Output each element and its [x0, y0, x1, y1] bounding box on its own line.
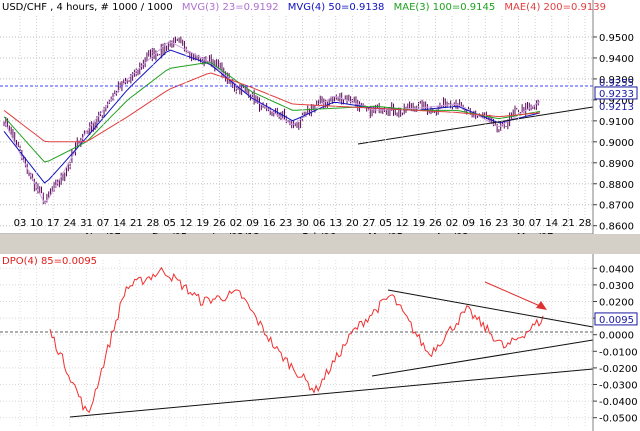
mae4-label: MAE(4) 200=0.9139 — [504, 2, 606, 13]
dpo-lower-trendline-2 — [69, 368, 594, 418]
date-tick-label: 20 — [346, 218, 359, 229]
price-tick-label: 0.9100 — [599, 117, 634, 128]
date-tick-label: 09 — [462, 218, 475, 229]
date-tick-label: 13 — [329, 218, 342, 229]
dpo-tick-label: -0.0200 — [599, 364, 638, 375]
dpo-tick-label: -0.0400 — [599, 397, 638, 408]
month-label: Mar/05 — [368, 232, 403, 234]
date-tick-label: 12 — [396, 218, 409, 229]
price-axis: 0.9500 0.9400 0.9300 0.9200 0.9100 0.9000 0.89… — [592, 0, 638, 234]
date-tick-label: 19 — [196, 218, 209, 229]
date-tick-label: 07 — [529, 218, 542, 229]
date-tick-label: 09 — [246, 218, 259, 229]
ma-line-0 — [3, 41, 541, 205]
price-tick-label: 0.9200 — [599, 96, 634, 107]
dpo-grid — [0, 260, 593, 426]
price-tick-label: 0.8600 — [599, 222, 634, 233]
date-tick-label: 14 — [113, 218, 126, 229]
dpo-tick-label: 0.0400 — [599, 264, 634, 275]
panel-separator[interactable] — [0, 234, 640, 254]
date-tick-label: 12 — [180, 218, 193, 229]
date-tick-label: 23 — [496, 218, 509, 229]
dpo-arrow-shaft — [484, 281, 541, 307]
date-tick-label: 27 — [363, 218, 376, 229]
current-dpo-tag: 0.0095 — [599, 315, 634, 326]
dpo-arrow-head — [536, 301, 547, 310]
dpo-chart: 0.04000.03000.02000.01000.0000-0.0100-0.… — [0, 254, 638, 431]
date-tick-label: 31 — [80, 218, 93, 229]
dpo-upper-trendline — [387, 289, 594, 328]
date-tick-label: 28 — [579, 218, 592, 229]
moving-averages — [3, 41, 541, 205]
date-tick-label: 21 — [130, 218, 143, 229]
price-tick-label: 0.8800 — [599, 180, 634, 191]
month-label: Nov/07 — [85, 232, 121, 234]
date-tick-label: 05 — [379, 218, 392, 229]
month-label: Dec/05 — [152, 232, 187, 234]
price-tag-box — [594, 86, 638, 100]
chart-header: USD/CHF , 4 hours, # 1000 / 1000 MVG(3) … — [2, 2, 612, 13]
date-tick-label: 03 — [14, 218, 27, 229]
ma-line-1 — [3, 49, 541, 184]
price-tag-below: 0.9213 — [599, 102, 634, 113]
dpo-tick-label: -0.0500 — [599, 414, 638, 425]
dpo-lower-trendline-1 — [371, 339, 594, 377]
month-label: Apr/02 — [435, 232, 468, 234]
date-tick-label: 02 — [446, 218, 459, 229]
date-tick-label: 16 — [479, 218, 492, 229]
date-tick-label: 19 — [412, 218, 425, 229]
dpo-tag-box — [594, 312, 638, 326]
date-tick-label: 30 — [512, 218, 525, 229]
price-tick-label: 0.9000 — [599, 138, 634, 149]
dpo-axis: 0.04000.03000.02000.01000.0000-0.0100-0.… — [592, 254, 638, 431]
date-tick-label: 26 — [429, 218, 442, 229]
dpo-tick-label: -0.0100 — [599, 347, 638, 358]
mvg4-label: MVG(4) 50=0.9138 — [287, 2, 385, 13]
price-tick-label: 0.8900 — [599, 159, 634, 170]
mae3-label: MAE(3) 100=0.9145 — [393, 2, 496, 13]
dpo-tick-label: 0.0200 — [599, 298, 634, 309]
date-tick-label: 16 — [263, 218, 276, 229]
price-tag-above: 0.9255 — [599, 78, 634, 89]
date-tick-label: 02 — [230, 218, 243, 229]
price-chart-panel: 0.9500 0.9400 0.9300 0.9200 0.9100 0.9000 0.89… — [0, 0, 640, 234]
dpo-panel: 0.04000.03000.02000.01000.0000-0.0100-0.… — [0, 254, 640, 431]
date-tick-label: 06 — [313, 218, 326, 229]
date-tick-label: 10 — [30, 218, 43, 229]
dpo-header: DPO(4) 85=0.0095 — [2, 256, 103, 267]
date-tick-label: 26 — [213, 218, 226, 229]
price-tick-label: 0.8700 — [599, 201, 634, 212]
price-tick-label: 0.9500 — [599, 33, 634, 44]
month-label: Jan/02/12 — [211, 232, 260, 234]
ma-line-3 — [3, 72, 541, 143]
dpo-tick-label: 0.0000 — [599, 331, 634, 342]
dpo-tick-label: 0.0300 — [599, 281, 634, 292]
symbol-label: USD/CHF , 4 hours, # 1000 / 1000 — [2, 2, 173, 13]
date-tick-label: 17 — [47, 218, 60, 229]
date-tick-label: 21 — [562, 218, 575, 229]
dpo-label: DPO(4) 85=0.0095 — [2, 256, 98, 267]
date-tick-label: 14 — [545, 218, 558, 229]
dpo-tick-label: -0.0300 — [599, 381, 638, 392]
price-chart: 0.9500 0.9400 0.9300 0.9200 0.9100 0.9000 0.89… — [0, 0, 638, 234]
support-trendline — [357, 106, 594, 145]
date-tick-label: 07 — [97, 218, 110, 229]
dpo-series — [49, 266, 544, 414]
date-tick-label: 28 — [147, 218, 160, 229]
dpo-line — [49, 266, 544, 414]
month-label: May/07 — [517, 232, 554, 234]
month-label: Feb/06 — [302, 232, 336, 234]
mvg3-label: MVG(3) 23=0.9192 — [181, 2, 279, 13]
date-tick-label: 24 — [63, 218, 76, 229]
price-grid — [0, 36, 593, 227]
ma-line-2 — [3, 62, 541, 163]
candles — [3, 36, 539, 205]
price-tick-label: 0.9300 — [599, 75, 634, 86]
date-tick-label: 05 — [163, 218, 176, 229]
date-tick-label: 30 — [296, 218, 309, 229]
date-tick-label: 23 — [280, 218, 293, 229]
date-axis: 03 10 17 24 31 07 14 21 28 05 12 19 26 02 09 16 23 30 06 13… — [0, 16, 593, 234]
price-tick-label: 0.9400 — [599, 54, 634, 65]
current-price-tag: 0.9233 — [599, 89, 634, 100]
